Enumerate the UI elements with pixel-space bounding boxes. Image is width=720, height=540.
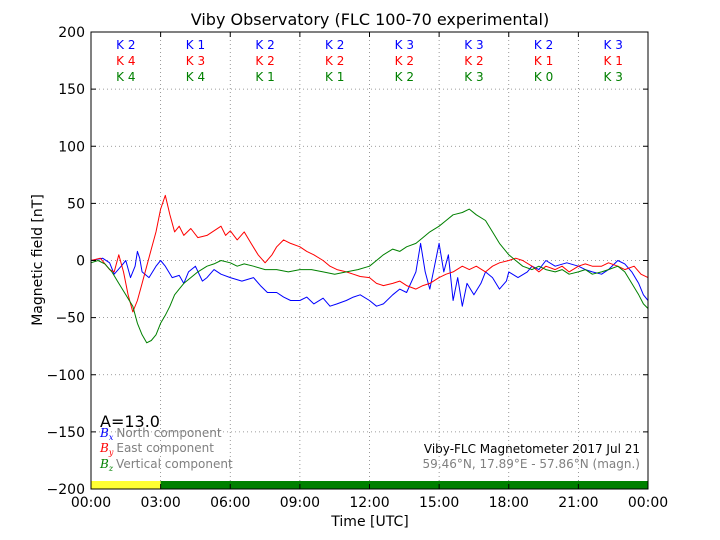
series-line-bz — [90, 208, 649, 344]
activity-bar — [91, 481, 648, 489]
a-index-label: A=13.0 — [100, 412, 160, 431]
k-index-cell: K 3 — [186, 54, 205, 68]
x-tick-label: 15:00 — [419, 495, 459, 511]
k-index-cell: K 4 — [116, 70, 135, 84]
k-index-cell: K 1 — [186, 38, 205, 52]
k-index-cell: K 1 — [534, 54, 553, 68]
y-tick-label: −200 — [47, 482, 85, 498]
legend: Bx North component By East component Bz Ver… — [99, 426, 233, 473]
axis-ticks: 00:00 03:00 06:00 09:00 12:00 15:00 18:00 21:00… — [47, 25, 669, 511]
legend-symbol-bz: B — [99, 457, 109, 471]
x-tick-label: 06:00 — [210, 495, 250, 511]
k-index-cell: K 2 — [395, 70, 414, 84]
info-line-2: 59.46°N, 17.89°E - 57.86°N (magn.) — [423, 457, 640, 471]
k-index-cell: K 1 — [604, 54, 623, 68]
x-tick-label: 00:00 — [628, 495, 668, 511]
y-tick-label: −100 — [47, 368, 85, 384]
y-tick-label: 200 — [58, 25, 85, 41]
x-tick-label: 21:00 — [558, 495, 598, 511]
legend-sub-bz: z — [108, 464, 114, 473]
legend-label-bx: North component — [116, 426, 222, 440]
grid-lines — [91, 32, 648, 489]
k-index-cell: K 2 — [395, 54, 414, 68]
activity-bar-segment — [160, 481, 648, 489]
y-tick-label: −50 — [55, 311, 85, 327]
k-index-cell: K 4 — [116, 54, 135, 68]
legend-symbol-by: B — [99, 441, 109, 455]
legend-sub-by: y — [108, 448, 114, 457]
k-index-cell: K 2 — [116, 38, 135, 52]
plot-series — [90, 194, 649, 344]
legend-label-bz: Vertical component — [116, 457, 233, 471]
y-tick-label: 50 — [67, 196, 85, 212]
legend-item-bx: Bx North component — [99, 426, 222, 442]
k-index-cell: K 2 — [255, 38, 274, 52]
legend-item-by: By East component — [99, 441, 214, 457]
x-tick-label: 12:00 — [349, 495, 389, 511]
k-index-cell: K 3 — [395, 38, 414, 52]
legend-symbol-bx: B — [99, 426, 109, 440]
k-index-cell: K 3 — [604, 38, 623, 52]
y-axis-label: Magnetic field [nT] — [30, 194, 46, 326]
x-tick-label: 00:00 — [71, 495, 111, 511]
x-axis-label: Time [UTC] — [330, 514, 408, 530]
chart-title: Viby Observatory (FLC 100-70 experimenta… — [191, 10, 550, 29]
k-index-table: K 2 K 1 K 2 K 2 K 3 K 3 K 2 K 3 K 4 K 3 K 2 K 2 K 2 K… — [116, 38, 623, 84]
x-tick-label: 03:00 — [140, 495, 180, 511]
k-index-cell: K 2 — [534, 38, 553, 52]
legend-item-bz: Bz Vertical component — [99, 457, 233, 473]
k-index-cell: K 4 — [186, 70, 205, 84]
series-line-bx — [90, 242, 649, 307]
info-line-1: Viby-FLC Magnetometer 2017 Jul 21 — [424, 442, 640, 456]
k-index-cell: K 1 — [325, 70, 344, 84]
x-tick-label: 09:00 — [280, 495, 320, 511]
x-tick-label: 18:00 — [489, 495, 529, 511]
k-index-cell: K 2 — [325, 38, 344, 52]
y-tick-label: 100 — [58, 139, 85, 155]
k-index-cell: K 0 — [534, 70, 553, 84]
legend-sub-bx: x — [109, 433, 114, 442]
k-index-cell: K 3 — [604, 70, 623, 84]
k-index-cell: K 3 — [464, 70, 483, 84]
k-index-cell: K 1 — [255, 70, 274, 84]
activity-bar-segment — [91, 481, 161, 489]
y-tick-label: 150 — [58, 82, 85, 98]
y-tick-label: −150 — [47, 425, 85, 441]
k-index-cell: K 2 — [464, 54, 483, 68]
k-index-cell: K 2 — [325, 54, 344, 68]
legend-label-by: East component — [116, 441, 214, 455]
y-tick-label: 0 — [76, 254, 85, 270]
k-index-cell: K 2 — [255, 54, 274, 68]
k-index-cell: K 3 — [464, 38, 483, 52]
